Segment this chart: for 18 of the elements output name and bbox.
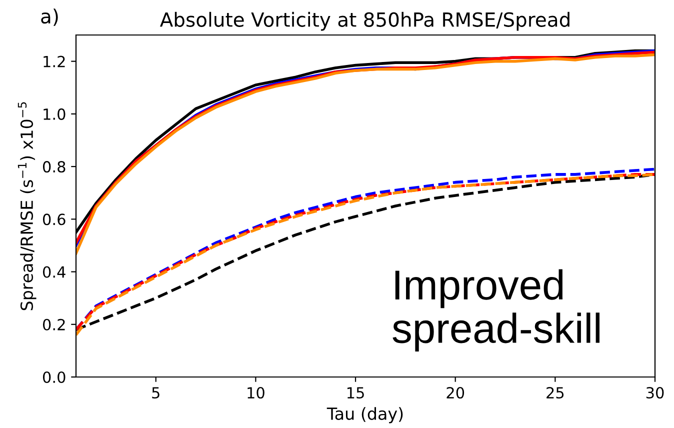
x-tick-label: 10 (248, 386, 264, 399)
y-tick-label: 0.4 (42, 266, 66, 278)
x-axis-title: Tau (day) (326, 407, 403, 424)
y-tick-label: 0.0 (42, 371, 66, 384)
text: a) (41, 8, 58, 26)
y-tick-label: 1.0 (44, 108, 66, 120)
y-tick-label: 0.8 (42, 161, 66, 173)
y-tick-label: 1.2 (44, 56, 65, 68)
x-tick-label: 15 (347, 387, 364, 399)
y-tick-label: 0.6 (42, 214, 66, 226)
x-tick-label: 20 (446, 386, 464, 399)
x-tick-label: 5 (152, 387, 160, 399)
chart-title: Absolute Vorticity at 850hPa RMSE/Spread (160, 12, 570, 31)
y-tick-label: 0.2 (42, 318, 65, 330)
x-tick-label: 30 (646, 386, 664, 399)
annotation: Improved spread-skill (392, 269, 600, 352)
x-tick-label: 25 (546, 386, 564, 399)
y-axis-title: Spread/RMSE (s$^{−1}$) x10$^{−5}$ (18, 102, 36, 310)
